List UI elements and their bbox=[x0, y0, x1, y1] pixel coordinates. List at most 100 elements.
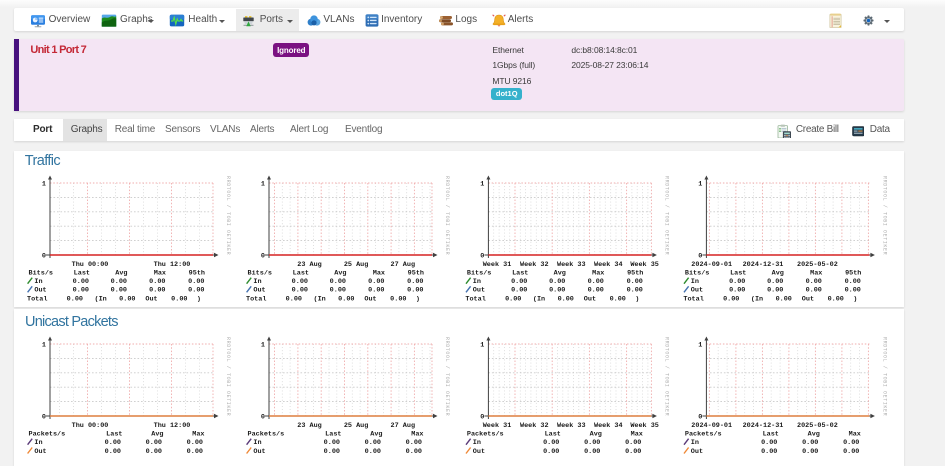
svg-text:1: 1 bbox=[42, 181, 46, 189]
svg-text:0: 0 bbox=[480, 253, 484, 261]
svg-text:Last: Last bbox=[293, 270, 309, 278]
svg-text:Out: Out bbox=[691, 287, 703, 295]
svg-text:RRDTOOL / TOBI OETIKER: RRDTOOL / TOBI OETIKER bbox=[225, 176, 231, 255]
svg-text:Packets/s: Packets/s bbox=[685, 430, 722, 438]
svg-text:0.00: 0.00 bbox=[584, 439, 600, 447]
svg-text:Week 33: Week 33 bbox=[557, 422, 586, 430]
svg-text:RRDTOOL / TOBI OETIKER: RRDTOOL / TOBI OETIKER bbox=[881, 337, 887, 416]
svg-text:Last: Last bbox=[106, 430, 122, 438]
svg-text:0.00: 0.00 bbox=[73, 287, 89, 295]
svg-text:23 Aug: 23 Aug bbox=[297, 422, 321, 430]
svg-text:0.00: 0.00 bbox=[627, 287, 643, 295]
svg-text:Total: Total bbox=[246, 295, 266, 303]
svg-text:0.00: 0.00 bbox=[549, 278, 565, 286]
svg-text:RRDTOOL / TOBI OETIKER: RRDTOOL / TOBI OETIKER bbox=[225, 337, 231, 416]
svg-text:Packets/s: Packets/s bbox=[29, 430, 66, 438]
svg-text:0.00: 0.00 bbox=[558, 295, 574, 303]
svg-text:0.00: 0.00 bbox=[292, 278, 308, 286]
svg-text:0.00: 0.00 bbox=[610, 295, 626, 303]
svg-text:0.00: 0.00 bbox=[843, 439, 859, 447]
svg-text:Out: Out bbox=[34, 448, 46, 456]
svg-text:25 Aug: 25 Aug bbox=[344, 261, 368, 269]
svg-text:95th: 95th bbox=[189, 270, 205, 278]
svg-text:0.00: 0.00 bbox=[627, 278, 643, 286]
svg-text:95th: 95th bbox=[845, 270, 861, 278]
svg-text:0.00: 0.00 bbox=[67, 295, 83, 303]
svg-text:Total: Total bbox=[683, 295, 703, 303]
svg-text:Thu 12:00: Thu 12:00 bbox=[154, 261, 191, 269]
svg-text:Avg: Avg bbox=[115, 270, 127, 278]
svg-text:Last: Last bbox=[763, 430, 779, 438]
svg-text:0.00: 0.00 bbox=[543, 439, 559, 447]
svg-text:0.00: 0.00 bbox=[324, 448, 340, 456]
svg-text:0.00: 0.00 bbox=[111, 287, 127, 295]
svg-text:(In: (In bbox=[751, 295, 763, 303]
svg-text:0.00: 0.00 bbox=[767, 287, 783, 295]
svg-text:Week 32: Week 32 bbox=[520, 261, 549, 269]
svg-text:Out: Out bbox=[364, 295, 376, 303]
svg-text:0.00: 0.00 bbox=[761, 448, 777, 456]
svg-text:0.00: 0.00 bbox=[330, 278, 346, 286]
svg-text:0.00: 0.00 bbox=[625, 439, 641, 447]
svg-text:0.00: 0.00 bbox=[188, 278, 204, 286]
svg-text:0.00: 0.00 bbox=[111, 278, 127, 286]
svg-text:0.00: 0.00 bbox=[723, 295, 739, 303]
svg-text:Packets/s: Packets/s bbox=[467, 430, 504, 438]
svg-text:0.00: 0.00 bbox=[187, 448, 203, 456]
svg-text:0.00: 0.00 bbox=[171, 295, 187, 303]
svg-text:0.00: 0.00 bbox=[776, 295, 792, 303]
svg-text:2024-12-31: 2024-12-31 bbox=[743, 261, 784, 269]
svg-text:Max: Max bbox=[592, 270, 604, 278]
svg-text:0.00: 0.00 bbox=[584, 448, 600, 456]
svg-text:0.00: 0.00 bbox=[324, 439, 340, 447]
svg-text:Max: Max bbox=[192, 430, 204, 438]
svg-text:0.00: 0.00 bbox=[187, 439, 203, 447]
svg-text:In: In bbox=[691, 439, 699, 447]
svg-text:): ) bbox=[853, 295, 857, 303]
svg-text:0.00: 0.00 bbox=[407, 287, 423, 295]
svg-text:RRDTOOL / TOBI OETIKER: RRDTOOL / TOBI OETIKER bbox=[881, 176, 887, 255]
svg-text:0.00: 0.00 bbox=[845, 287, 861, 295]
svg-text:RRDTOOL / TOBI OETIKER: RRDTOOL / TOBI OETIKER bbox=[663, 176, 669, 255]
svg-text:0: 0 bbox=[698, 414, 702, 422]
svg-text:0.00: 0.00 bbox=[105, 448, 121, 456]
svg-text:Max: Max bbox=[849, 430, 861, 438]
svg-text:0.00: 0.00 bbox=[368, 287, 384, 295]
svg-text:Week 31: Week 31 bbox=[483, 422, 512, 430]
svg-text:Last: Last bbox=[512, 270, 528, 278]
svg-text:RRDTOOL / TOBI OETIKER: RRDTOOL / TOBI OETIKER bbox=[663, 337, 669, 416]
svg-text:1: 1 bbox=[261, 181, 265, 189]
svg-text:0.00: 0.00 bbox=[511, 278, 527, 286]
svg-text:Out: Out bbox=[253, 448, 265, 456]
svg-text:Out: Out bbox=[473, 287, 485, 295]
svg-text:In: In bbox=[473, 278, 481, 286]
svg-text:0.00: 0.00 bbox=[365, 448, 381, 456]
svg-text:Out: Out bbox=[802, 295, 814, 303]
svg-text:27 Aug: 27 Aug bbox=[391, 422, 415, 430]
svg-text:0: 0 bbox=[698, 253, 702, 261]
svg-text:0.00: 0.00 bbox=[73, 278, 89, 286]
svg-text:0: 0 bbox=[42, 253, 46, 261]
svg-text:1: 1 bbox=[261, 342, 265, 350]
svg-text:Thu 00:00: Thu 00:00 bbox=[72, 261, 109, 269]
svg-text:0.00: 0.00 bbox=[511, 287, 527, 295]
svg-text:In: In bbox=[473, 439, 481, 447]
svg-text:Bits/s: Bits/s bbox=[29, 270, 53, 278]
svg-text:Last: Last bbox=[74, 270, 90, 278]
svg-text:0.00: 0.00 bbox=[407, 278, 423, 286]
svg-text:): ) bbox=[416, 295, 420, 303]
svg-text:Last: Last bbox=[730, 270, 746, 278]
svg-text:95th: 95th bbox=[627, 270, 643, 278]
svg-text:0: 0 bbox=[261, 253, 265, 261]
svg-text:0.00: 0.00 bbox=[330, 287, 346, 295]
svg-text:0.00: 0.00 bbox=[365, 439, 381, 447]
svg-text:Max: Max bbox=[154, 270, 166, 278]
svg-text:1: 1 bbox=[698, 181, 702, 189]
svg-text:Week 31: Week 31 bbox=[483, 261, 512, 269]
svg-text:0: 0 bbox=[261, 414, 265, 422]
svg-text:Week 34: Week 34 bbox=[594, 261, 623, 269]
svg-text:0.00: 0.00 bbox=[845, 278, 861, 286]
svg-text:95th: 95th bbox=[408, 270, 424, 278]
svg-text:Avg: Avg bbox=[808, 430, 820, 438]
svg-text:0.00: 0.00 bbox=[543, 448, 559, 456]
